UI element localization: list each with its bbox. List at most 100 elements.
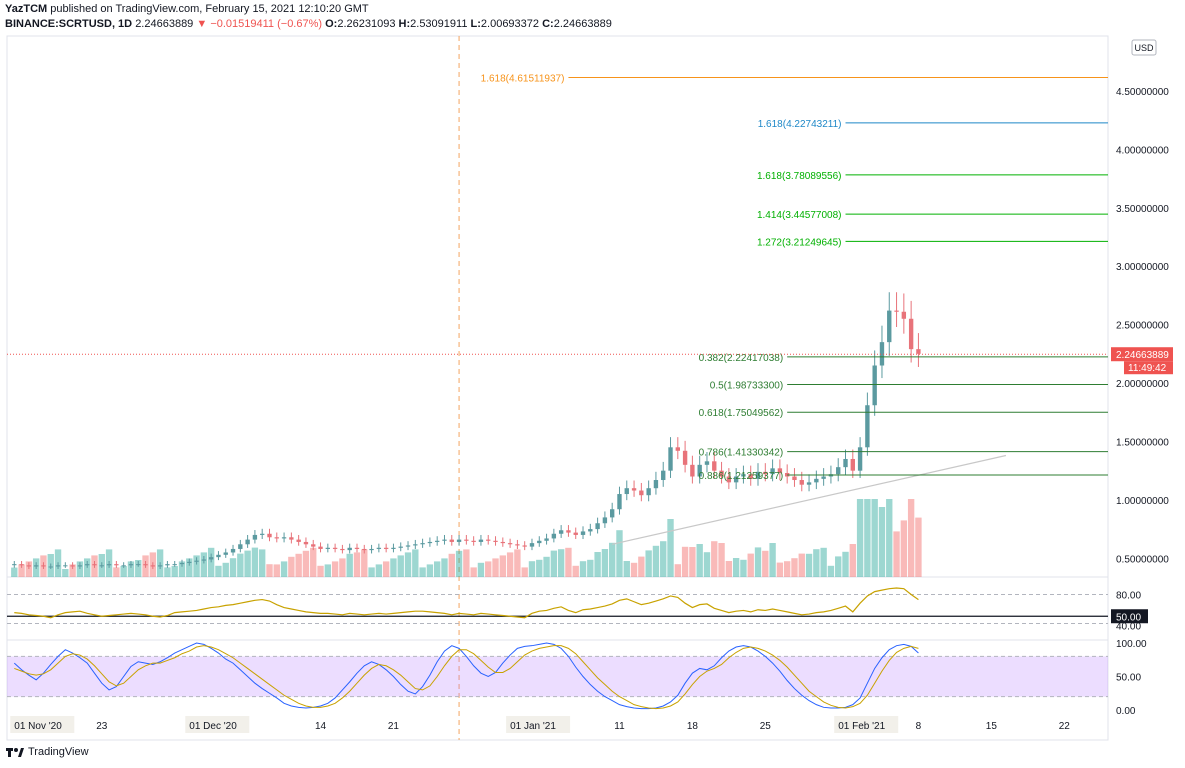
- candle-body: [515, 544, 520, 546]
- candles: [12, 292, 921, 569]
- symbol-header: BINANCE:SCRTUSD, 1D 2.24663889 ▼ −0.0151…: [5, 18, 612, 30]
- price-tick-label: 1.50000000: [1116, 437, 1169, 448]
- volume-bar: [893, 531, 900, 577]
- volume-bar: [499, 555, 507, 577]
- time-label-highlight: [506, 716, 571, 733]
- stoch-tick-label: 0.00: [1116, 706, 1136, 717]
- volume-bar: [397, 555, 404, 577]
- candle-body: [464, 539, 469, 541]
- candle-body: [201, 559, 207, 561]
- candle-body: [216, 554, 221, 558]
- volume-bar: [310, 547, 317, 577]
- candle-body: [537, 540, 542, 544]
- volume-bar: [280, 561, 288, 577]
- volume-bar: [725, 561, 733, 577]
- candle-body: [843, 458, 848, 468]
- candle-body: [143, 564, 148, 566]
- candle-body: [99, 565, 104, 567]
- candle-body: [332, 547, 338, 549]
- candle-body: [281, 537, 287, 539]
- candle-body: [500, 541, 506, 544]
- fib-level-label: 0.5(1.98733300): [710, 381, 783, 392]
- volume-bar: [259, 549, 266, 577]
- candle-body: [836, 467, 841, 475]
- volume-bar: [557, 549, 565, 577]
- price-tick-label: 1.00000000: [1116, 496, 1169, 507]
- time-axis[interactable]: 01 Nov '20 23 01 Dec '20 14 21 01 Jan '21 11 18…: [10, 716, 1070, 733]
- candle-body: [529, 543, 535, 547]
- candle-body: [260, 533, 265, 535]
- candle-body: [85, 564, 90, 566]
- volume-bar: [200, 552, 208, 577]
- open-value: 2.26231093: [337, 18, 396, 30]
- candle-body: [70, 565, 75, 567]
- countdown-label: 11:49:42: [1128, 363, 1167, 374]
- volume-bar: [178, 561, 186, 577]
- fib-level-label: 1.414(3.44577008): [757, 210, 842, 221]
- volume-bar: [127, 561, 135, 577]
- volume-bar: [835, 556, 842, 577]
- candle-body: [208, 557, 214, 560]
- price-chart[interactable]: 1.618(4.61511937) 1.618(4.22743211) 1.618(…: [0, 0, 1185, 745]
- candle-body: [755, 471, 761, 479]
- candle-body: [799, 480, 804, 485]
- volume-bar: [703, 552, 711, 577]
- volume-bar: [550, 550, 558, 577]
- candle-body: [252, 534, 258, 540]
- price-axis[interactable]: USD 0.50000000 1.00000000 1.50000000 2.00000…: [7, 39, 1173, 565]
- tradingview-footer[interactable]: TradingView: [6, 746, 89, 758]
- countdown-badge: [1124, 361, 1173, 375]
- publisher-name[interactable]: YazTCM: [5, 3, 48, 15]
- tradingview-logo-icon: [6, 748, 24, 757]
- rsi-tick-label: 80.00: [1116, 591, 1141, 602]
- candle-body: [573, 532, 578, 535]
- fib-extension-levels[interactable]: 1.618(4.61511937) 1.618(4.22743211) 1.618(…: [481, 73, 1108, 482]
- candle-body: [303, 541, 309, 545]
- price-tick-label: 2.50000000: [1116, 321, 1169, 332]
- volume-bar: [25, 561, 33, 577]
- candle-body: [770, 468, 775, 475]
- candle-body: [398, 546, 403, 548]
- candle-body: [682, 450, 688, 465]
- stoch-tick-label: 100.00: [1116, 639, 1147, 650]
- time-tick-label: 23: [96, 721, 108, 732]
- candle-body: [763, 471, 768, 475]
- candle-body: [106, 564, 112, 566]
- volume-bar: [652, 545, 660, 577]
- candle-body: [274, 537, 279, 539]
- volume-bar: [864, 499, 871, 577]
- support-trend-line: [612, 454, 1007, 545]
- candle-body: [128, 564, 134, 566]
- candle-body: [631, 488, 637, 491]
- volume-bar: [667, 519, 674, 577]
- volume-bar: [776, 562, 784, 577]
- candle-body: [238, 544, 243, 549]
- candle-body: [172, 564, 177, 566]
- price-tick-label: 3.50000000: [1116, 204, 1169, 215]
- volume-bar: [266, 564, 273, 577]
- volume-bar: [638, 556, 645, 577]
- rsi-highlight-label: 50.00: [1116, 612, 1141, 623]
- price-tick-label: 2.00000000: [1116, 379, 1169, 390]
- time-tick-label: 01 Jan '21: [510, 721, 556, 732]
- volume-bar: [587, 559, 594, 577]
- candle-body: [478, 539, 484, 542]
- volume-bar: [711, 541, 718, 577]
- chart-frame: [6, 35, 1109, 741]
- volume-bar: [915, 517, 922, 577]
- candle-body: [121, 565, 126, 567]
- time-tick-label: 11: [614, 721, 625, 732]
- candle-body: [194, 560, 199, 562]
- volume-bar: [732, 558, 740, 577]
- candle-body: [442, 539, 447, 541]
- candle-body: [588, 529, 593, 532]
- volume-bar: [506, 552, 514, 577]
- volume-bar: [419, 567, 426, 577]
- candle-body: [19, 564, 24, 566]
- candle-body: [580, 531, 586, 535]
- time-tick-label: 01 Nov '20: [14, 721, 62, 732]
- stoch-tick-label: 50.00: [1116, 673, 1141, 684]
- candle-body: [486, 539, 491, 541]
- time-label-highlight: [10, 716, 75, 733]
- candle-body: [551, 533, 557, 539]
